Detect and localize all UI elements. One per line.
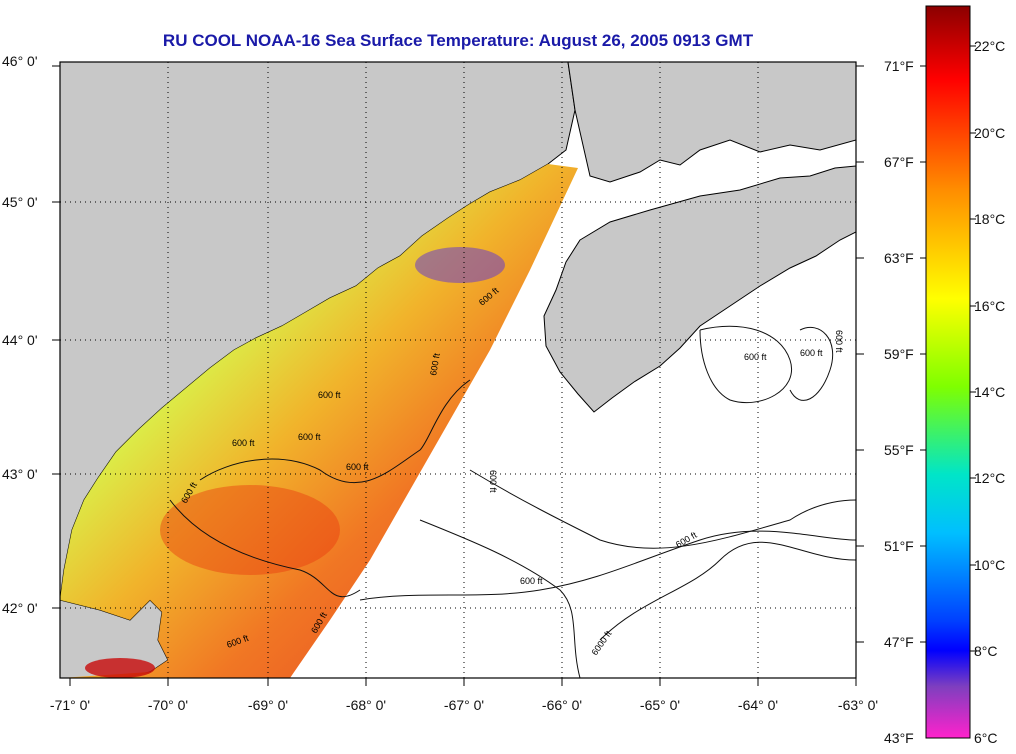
- contour-label: 600 ft: [520, 576, 543, 586]
- contour-label: 600 ft: [488, 470, 498, 493]
- latitude-label: 44° 0': [2, 332, 38, 348]
- celsius-label: 12°C: [974, 470, 1006, 486]
- contour-label: 600 ft: [318, 390, 341, 400]
- longitude-label: -69° 0': [247, 697, 289, 713]
- contour-label: 600 ft: [232, 438, 255, 448]
- contour-label: 600 ft: [744, 352, 767, 362]
- longitude-label: -68° 0': [345, 697, 387, 713]
- fahrenheit-label: 71°F: [884, 58, 914, 74]
- longitude-label: -66° 0': [541, 697, 583, 713]
- longitude-label: -67° 0': [443, 697, 485, 713]
- colorbar-ticks: [920, 45, 976, 652]
- celsius-label: 22°C: [974, 38, 1006, 54]
- fahrenheit-label: 67°F: [884, 154, 914, 170]
- colorbar: [925, 5, 971, 739]
- warm-patch: [160, 485, 340, 575]
- contour-label: 600 ft: [834, 330, 844, 353]
- celsius-label: 18°C: [974, 211, 1006, 227]
- contour-label: 600 ft: [800, 348, 823, 358]
- fahrenheit-label: 47°F: [884, 634, 914, 650]
- celsius-label: 8°C: [974, 643, 998, 659]
- fahrenheit-label: 43°F: [884, 730, 914, 746]
- celsius-label: 14°C: [974, 384, 1006, 400]
- latitude-label: 42° 0': [2, 600, 38, 616]
- contour-label: 600 ft: [346, 462, 369, 472]
- map-frame: [59, 61, 857, 679]
- cool-patch: [415, 247, 505, 283]
- celsius-label: 10°C: [974, 557, 1006, 573]
- fahrenheit-label: 55°F: [884, 442, 914, 458]
- fahrenheit-label: 63°F: [884, 250, 914, 266]
- land-nova-scotia: [543, 165, 856, 413]
- longitude-label: -71° 0': [49, 697, 91, 713]
- bathymetry-contours: [169, 325, 856, 678]
- celsius-label: 6°C: [974, 730, 998, 746]
- latitude-label: 45° 0': [2, 194, 38, 210]
- celsius-label: 20°C: [974, 125, 1006, 141]
- latitude-label: 46° 0': [2, 53, 38, 69]
- hot-patch: [85, 658, 155, 678]
- longitude-label: -64° 0': [737, 697, 779, 713]
- celsius-label: 16°C: [974, 298, 1006, 314]
- contour-label: 600 ft: [298, 432, 321, 442]
- map-title: RU COOL NOAA-16 Sea Surface Temperature:…: [162, 31, 754, 50]
- longitude-label: -65° 0': [639, 697, 681, 713]
- contour-label: 600 ft: [428, 352, 442, 376]
- fahrenheit-label: 51°F: [884, 538, 914, 554]
- map-ticks: [52, 65, 864, 686]
- sst-swath: [60, 164, 578, 678]
- latitude-label: 43° 0': [2, 466, 38, 482]
- land-new-brunswick: [567, 62, 856, 183]
- fahrenheit-label: 59°F: [884, 346, 914, 362]
- longitude-label: -63° 0': [837, 697, 879, 713]
- longitude-label: -70° 0': [147, 697, 189, 713]
